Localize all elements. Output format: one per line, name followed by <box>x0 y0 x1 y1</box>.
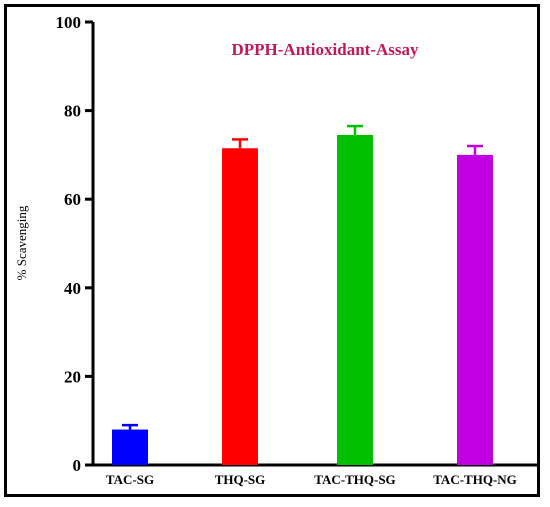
x-axis-labels: TAC-SG THQ-SG TAC-THQ-SG TAC-THQ-NG <box>106 472 517 487</box>
chart-title: DPPH-Antioxidant-Assay <box>231 40 419 59</box>
x-tick-label: TAC-SG <box>106 472 154 487</box>
y-tick-label: 20 <box>64 367 81 386</box>
x-tick-label: TAC-THQ-SG <box>314 472 395 487</box>
x-tick-label: TAC-THQ-NG <box>433 472 517 487</box>
bar-thq-sg <box>222 148 258 465</box>
bar-tac-thq-ng <box>457 154 493 465</box>
y-tick-label: 40 <box>64 279 81 298</box>
y-tick-label: 0 <box>73 456 82 475</box>
bars <box>112 124 493 465</box>
bar-tac-sg <box>112 429 148 465</box>
y-tick-label: 100 <box>56 13 82 32</box>
bar-tac-thq-sg <box>337 134 373 465</box>
y-axis-title: % Scavenging <box>14 205 29 280</box>
x-tick-label: THQ-SG <box>215 472 266 487</box>
y-tick-label: 80 <box>64 102 81 121</box>
y-tick-label: 60 <box>64 190 81 209</box>
